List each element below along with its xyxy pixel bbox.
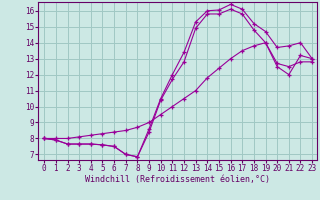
X-axis label: Windchill (Refroidissement éolien,°C): Windchill (Refroidissement éolien,°C)	[85, 175, 270, 184]
